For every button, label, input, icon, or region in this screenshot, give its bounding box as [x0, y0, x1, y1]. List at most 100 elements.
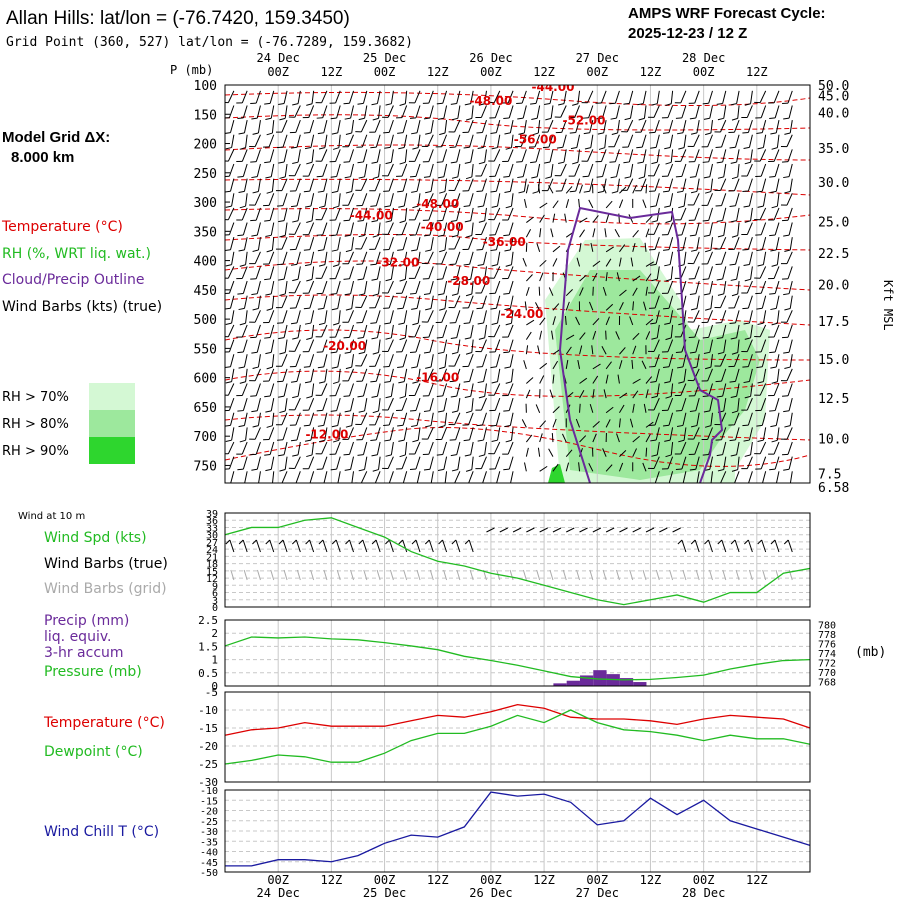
wind-barb: [283, 266, 288, 280]
forecast-cycle-label: AMPS WRF Forecast Cycle:: [628, 5, 826, 22]
wind-barb: [525, 286, 530, 296]
wind-barb: [507, 383, 514, 396]
height-tick-10: 12.5: [818, 392, 849, 407]
wind-barb: [417, 427, 421, 441]
wind-barb-flag: [370, 205, 377, 207]
wind-barb: [550, 163, 554, 177]
wind-barb: [228, 163, 235, 177]
wind-barb: [271, 237, 275, 251]
wind-barb: [642, 199, 647, 209]
wind-barb-flag: [436, 102, 443, 105]
grid-wind-barb: [509, 569, 514, 581]
wind-barb: [337, 354, 341, 368]
wind-barb-flag: [265, 468, 272, 472]
wind-barb: [376, 324, 381, 338]
wind-barb-flag: [225, 205, 232, 208]
wind-barb: [746, 397, 753, 411]
wind-barb: [747, 237, 753, 250]
wind-barb: [311, 266, 315, 280]
wind-barb: [579, 345, 583, 355]
wind-barb: [404, 266, 408, 280]
wind-barb-flag: [264, 395, 271, 398]
wind-barb-flag: [783, 539, 789, 545]
wind-barb-flag: [252, 539, 257, 545]
wind-barb: [350, 280, 355, 294]
wind-barb-flag: [477, 322, 484, 325]
wind-barb: [364, 456, 368, 470]
wind-barb: [428, 383, 434, 396]
wind-barb: [351, 354, 355, 368]
pressure-y2-tick-0: 768: [818, 677, 836, 688]
wind-barb: [284, 456, 288, 470]
wind-barb-flag: [451, 117, 458, 121]
wind-barb: [539, 420, 547, 428]
wind-barb: [695, 456, 700, 470]
wind-barb: [364, 398, 368, 412]
wind-barb-flag: [783, 293, 790, 296]
wind-barb-flag: [530, 161, 537, 164]
wind-barb-flag: [731, 469, 738, 472]
wind-barb: [723, 456, 727, 470]
wind-barb-flag: [556, 146, 563, 149]
wind-barb: [641, 134, 647, 148]
wind-barb: [255, 441, 261, 455]
wind-barb-flag: [705, 484, 711, 486]
wind-barb: [442, 207, 448, 221]
pressure-tick-4: 300: [194, 196, 217, 211]
wind-barb: [526, 216, 534, 223]
wind-barb: [618, 418, 621, 428]
wind-barb: [534, 134, 541, 148]
wind-barb: [670, 441, 674, 456]
wind-barb: [468, 471, 474, 483]
wind-chill-ytick-5: -35: [200, 837, 218, 848]
wind-barb-flag: [409, 175, 417, 178]
wind-barb: [295, 471, 301, 483]
precip-pressure-ytick-0: 0: [211, 680, 218, 693]
wind-barb-flag: [717, 469, 724, 472]
wind-barb: [243, 412, 248, 426]
wind-10m-ytick-13: 39: [206, 509, 218, 520]
wind-barb-flag: [277, 439, 284, 441]
wind-barb: [481, 237, 487, 250]
wind-barb: [442, 441, 448, 455]
wind-barb: [615, 331, 620, 340]
wind-barb: [762, 368, 767, 382]
wind-barb-flag: [303, 249, 310, 251]
wind-barb: [750, 441, 753, 455]
wind-barb: [281, 412, 288, 425]
wind-barb: [281, 471, 288, 483]
wind-barb: [428, 149, 434, 162]
wind-barb: [562, 134, 567, 148]
wind-barb: [484, 383, 487, 397]
wind-barb-flag: [689, 351, 696, 354]
wind-barb-flag: [770, 307, 777, 311]
wind-barb: [632, 345, 637, 355]
wind-barb-flag: [678, 439, 685, 443]
wind-barb: [378, 281, 381, 295]
wind-barb: [535, 404, 541, 413]
wind-barb-flag: [439, 132, 446, 136]
wind-barb-flag: [451, 176, 458, 179]
wind-barb: [309, 471, 315, 483]
wind-barb: [626, 178, 634, 191]
wind-chill-ytick-1: -15: [200, 796, 218, 807]
wind-barb: [576, 134, 581, 148]
wind-barb: [404, 149, 408, 163]
wind-barb: [552, 360, 559, 370]
wind-barb-flag: [292, 337, 299, 340]
wind-10m-ytick-12: 36: [206, 516, 218, 527]
wind-barb: [669, 134, 674, 148]
wind-barb: [653, 280, 660, 294]
wind-barb: [378, 398, 381, 412]
wind-barb-flag: [463, 146, 470, 149]
wind-barb: [308, 456, 315, 469]
model-grid-value: 8.000 km: [11, 149, 74, 166]
wind-barb-flag: [265, 176, 272, 179]
wind-barb: [230, 471, 235, 483]
wind-barb: [576, 257, 581, 267]
wind-barb: [338, 310, 341, 324]
wind-barb-flag: [331, 539, 337, 545]
wind-barb: [282, 539, 288, 553]
wind-barb: [350, 456, 355, 470]
bottom-time-date-3: 27 Dec: [576, 886, 619, 900]
